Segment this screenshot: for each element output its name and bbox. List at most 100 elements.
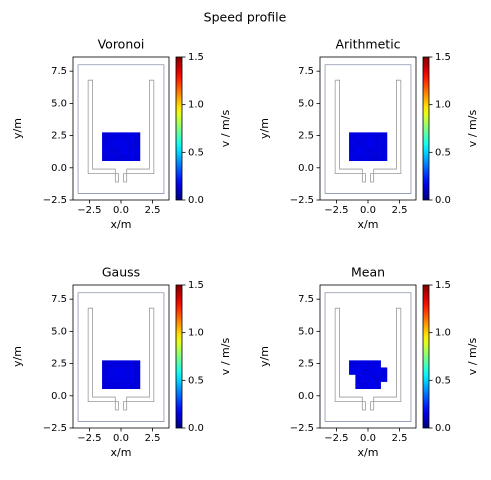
x-axis-label: x/m — [111, 218, 132, 231]
heat-cell — [127, 381, 134, 390]
heat-cell — [102, 374, 109, 382]
heat-cell — [114, 360, 122, 368]
axes-frame — [319, 284, 417, 429]
heat-cell — [368, 367, 375, 375]
heat-cell — [368, 374, 375, 382]
colorbar — [422, 284, 430, 429]
heat-cell — [380, 374, 388, 382]
boundary — [77, 292, 165, 422]
heat-cell — [127, 132, 134, 140]
y-tick-label: 2.5 — [298, 359, 314, 370]
heat-cell — [108, 139, 115, 147]
heat-cell — [355, 139, 362, 147]
heat-cell — [108, 360, 115, 368]
heat-cell — [121, 132, 128, 140]
heat-cell — [121, 381, 128, 390]
axes-title: Gauss — [102, 265, 140, 280]
heat-cell — [102, 146, 109, 154]
y-tick-label: −2.5 — [290, 195, 314, 206]
x-tick-label: 2.5 — [145, 205, 161, 216]
heat-cell — [127, 374, 134, 382]
heat-cell — [127, 139, 134, 147]
heat-cell — [121, 153, 128, 162]
axes-title: Arithmetic — [335, 37, 400, 52]
wall — [334, 79, 366, 183]
x-tick-label: −2.5 — [77, 433, 101, 444]
heat-cell — [114, 381, 122, 390]
colorbar-tick-label: 1.5 — [188, 280, 204, 291]
colorbar-tick-label: 1.0 — [435, 328, 451, 339]
heat-cell — [133, 360, 141, 368]
colorbar-tick-label: 1.5 — [435, 280, 451, 291]
heat-cell — [374, 146, 381, 154]
heat-cell — [108, 146, 115, 154]
heat-cell — [121, 374, 128, 382]
heat-cell — [102, 132, 109, 140]
wall — [87, 79, 119, 183]
y-axis-label: y/m — [11, 346, 24, 367]
heat-cell — [114, 153, 122, 162]
heat-cell — [361, 132, 369, 140]
heat-cell — [355, 146, 362, 154]
heat-cell — [355, 374, 362, 382]
axes-frame — [72, 284, 170, 429]
wall — [334, 307, 366, 411]
heat-cell — [349, 132, 356, 140]
wall — [123, 307, 155, 411]
boundary — [324, 292, 412, 422]
x-tick-label: 0.0 — [360, 205, 376, 216]
x-tick-label: −2.5 — [324, 433, 348, 444]
heat-cell — [374, 139, 381, 147]
heat-cell — [349, 367, 356, 375]
colorbar-tick-label: 1.0 — [435, 100, 451, 111]
heat-cell — [368, 139, 375, 147]
heat-cell — [361, 374, 369, 382]
y-tick-label: 5.0 — [298, 326, 314, 337]
heat-cell — [114, 146, 122, 154]
colorbar-tick-label: 0.0 — [435, 195, 451, 206]
heat-cell — [114, 374, 122, 382]
colorbar-tick-label: 0.0 — [435, 423, 451, 434]
y-tick-label: −2.5 — [290, 423, 314, 434]
axes-frame — [72, 56, 170, 201]
colorbar-tick-label: 0.5 — [188, 375, 204, 386]
heat-cell — [114, 132, 122, 140]
heat-cell — [349, 139, 356, 147]
heat-cell — [355, 367, 362, 375]
heat-cell — [108, 132, 115, 140]
heat-cell — [380, 367, 388, 375]
colorbar-tick-label: 1.5 — [435, 52, 451, 63]
heat-cell — [133, 381, 141, 390]
colorbar-label: v / m/s — [466, 110, 479, 148]
y-tick-label: 0.0 — [298, 163, 314, 174]
heat-cell — [355, 381, 362, 390]
heat-cell — [380, 153, 388, 162]
heat-cell — [127, 146, 134, 154]
x-tick-label: 0.0 — [360, 433, 376, 444]
heat-cell — [127, 367, 134, 375]
heat-cell — [355, 153, 362, 162]
boundary — [324, 64, 412, 194]
heat-cell — [374, 360, 381, 368]
y-tick-label: 2.5 — [51, 359, 67, 370]
x-tick-label: −2.5 — [324, 205, 348, 216]
y-axis-label: y/m — [258, 118, 271, 139]
heat-cell — [380, 132, 388, 140]
heat-cell — [121, 360, 128, 368]
colorbar — [422, 56, 430, 201]
x-tick-label: 2.5 — [392, 205, 408, 216]
wall — [123, 79, 155, 183]
heat-cell — [108, 367, 115, 375]
y-axis-label: y/m — [11, 118, 24, 139]
heat-cell — [127, 153, 134, 162]
heat-cell — [361, 146, 369, 154]
heat-cell — [368, 153, 375, 162]
y-tick-label: 0.0 — [51, 391, 67, 402]
heat-cell — [355, 360, 362, 368]
colorbar-label: v / m/s — [466, 338, 479, 376]
heat-cell — [349, 153, 356, 162]
colorbar-tick-label: 0.5 — [435, 147, 451, 158]
heat-cell — [133, 367, 141, 375]
heat-cell — [361, 153, 369, 162]
